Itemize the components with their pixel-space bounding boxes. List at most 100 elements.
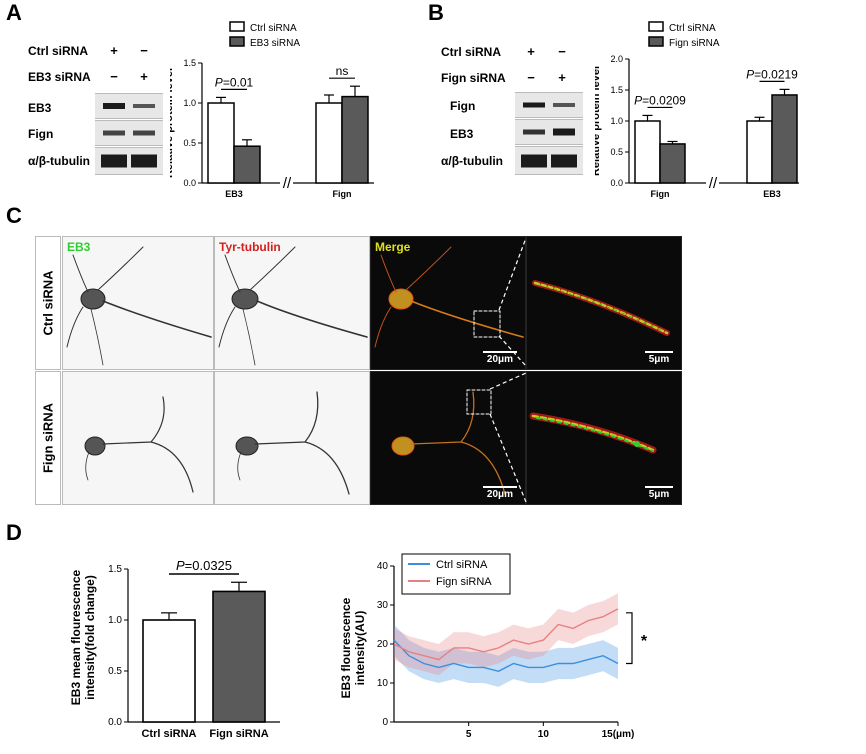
y-axis-label: Relative protein level [595, 66, 602, 176]
blot-strip-fign [95, 120, 163, 146]
scalebar-20um: 20μm [483, 486, 517, 500]
x-tick-label: Fign siRNA [209, 728, 268, 740]
blot-b-sign: + [558, 70, 566, 85]
series-line [393, 608, 619, 661]
chart-b: 0.0 0.5 1.0 1.5 2.0 Relative protein level // F… [595, 21, 799, 199]
bar [659, 143, 686, 184]
y-axis-label: EB3 flourescenceintensity(AU) [339, 597, 367, 698]
blot-b-row-ctrl: Ctrl siRNA [441, 45, 502, 59]
blot-strip-eb3 [515, 119, 583, 145]
legend-swatch [648, 21, 664, 32]
sig-annotation: P=0.0209 [634, 93, 686, 107]
micrograph-zoom-fign: 5μm [526, 371, 682, 505]
y-tick-label: 0.5 [183, 138, 196, 148]
blot-a-sign: − [110, 69, 118, 84]
blot-a-row-ctrl: Ctrl siRNA [28, 44, 89, 58]
x-tick-label: Ctrl siRNA [141, 728, 196, 740]
blot-b-sign: − [558, 44, 566, 59]
y-axis-label: Relative protein level [170, 68, 175, 178]
micrograph-eb3-ctrl: EB3 [62, 236, 214, 370]
row-label-ctrl: Ctrl siRNA [35, 236, 61, 370]
axis-break: // [283, 175, 292, 192]
y-tick-label: 0.5 [108, 666, 122, 677]
channel-label-tyr: Tyr-tubulin [219, 240, 281, 254]
zoom-guides [489, 237, 527, 503]
x-tick-label: Fign [651, 189, 670, 199]
micrograph-merge-ctrl: Merge 20μm [370, 236, 526, 370]
scalebar-5um: 5μm [645, 486, 673, 500]
x-tick-label: Fign [333, 189, 352, 199]
y-tick-label: 1.5 [108, 564, 122, 575]
y-tick-label: 2.0 [610, 54, 623, 64]
panel-label-d: D [6, 520, 22, 545]
legend-swatch [229, 36, 245, 47]
axis-break: // [709, 175, 718, 192]
y-tick-label: 20 [377, 639, 389, 650]
sig-annotation: P=0.01 [215, 75, 254, 89]
legend-label: Ctrl siRNA [250, 23, 297, 34]
blot-a-row-eb3sirna: EB3 siRNA [28, 70, 91, 84]
blot-a-row-tubulin: α/β-tubulin [28, 154, 91, 168]
bar [771, 94, 798, 184]
panel-label-a: A [6, 0, 22, 25]
sig-annotation: * [641, 633, 648, 650]
y-tick-label: 0.0 [108, 717, 122, 728]
y-tick-label: 1.0 [108, 615, 122, 626]
bar [212, 590, 266, 723]
y-tick-label: 0 [382, 717, 388, 728]
x-tick-label: 15(μm) [602, 729, 635, 740]
legend-label: Fign siRNA [436, 576, 492, 588]
blot-a-row-eb3: EB3 [28, 101, 52, 115]
y-tick-label: 40 [377, 561, 389, 572]
legend-swatch [648, 36, 664, 47]
y-tick-label: 10 [377, 678, 389, 689]
sig-annotation: P=0.0325 [176, 558, 232, 573]
row-label-fign: Fign siRNA [35, 371, 61, 505]
sig-annotation: ns [336, 64, 349, 78]
bar [142, 619, 196, 723]
blot-a-sign: + [140, 69, 148, 84]
y-tick-label: 0.5 [610, 147, 623, 157]
blot-a-sign: + [110, 43, 118, 58]
bar [315, 102, 343, 184]
y-tick-label: 1.0 [610, 116, 623, 126]
x-tick-label: EB3 [225, 189, 243, 199]
bar [746, 120, 773, 184]
legend-label: Ctrl siRNA [436, 559, 488, 571]
micrograph-tyr-fign [214, 371, 370, 505]
x-tick-label: 10 [538, 729, 550, 740]
legend-box [401, 553, 511, 595]
sig-annotation: P=0.0219 [746, 67, 798, 81]
y-tick-label: 0.0 [183, 178, 196, 188]
blot-a-row-fign: Fign [28, 127, 54, 141]
blot-b-sign: − [527, 70, 535, 85]
chart-a: 0.0 0.5 1.0 1.5 Relative protein level // EB3 P… [170, 21, 374, 199]
micrograph-merge-fign: 20μm [370, 371, 526, 505]
legend-label: Fign siRNA [669, 38, 720, 49]
blot-strip-fign [515, 92, 583, 118]
blot-strip-eb3 [95, 93, 163, 119]
scalebar-20um: 20μm [483, 351, 517, 365]
channel-label-eb3: EB3 [67, 240, 91, 254]
legend-swatch [229, 21, 245, 32]
legend-label: EB3 siRNA [250, 38, 300, 49]
y-tick-label: 30 [377, 600, 389, 611]
y-axis-label: EB3 mean flourescenceintensity(fold chan… [69, 569, 97, 705]
y-tick-label: 1.0 [183, 98, 196, 108]
scalebar-5um: 5μm [645, 351, 673, 365]
blot-a-sign: − [140, 43, 148, 58]
x-tick-label: 5 [466, 729, 472, 740]
chart-d-bar: 0.0 0.5 1.0 1.5 EB3 mean flourescenceintensi… [69, 558, 280, 740]
y-tick-label: 1.5 [610, 85, 623, 95]
channel-label-merge: Merge [375, 240, 411, 254]
blot-b-row-tubulin: α/β-tubulin [441, 154, 504, 168]
micrograph-zoom-ctrl: 5μm [526, 236, 682, 370]
blot-b-row-fign: Fign [450, 99, 476, 113]
y-tick-label: 1.5 [183, 58, 196, 68]
confidence-band [394, 593, 618, 676]
confidence-band [394, 624, 618, 687]
micrograph-tyr-ctrl: Tyr-tubulin [214, 236, 370, 370]
x-tick-label: EB3 [763, 189, 781, 199]
blot-b-row-eb3: EB3 [450, 127, 474, 141]
bar [341, 95, 369, 184]
